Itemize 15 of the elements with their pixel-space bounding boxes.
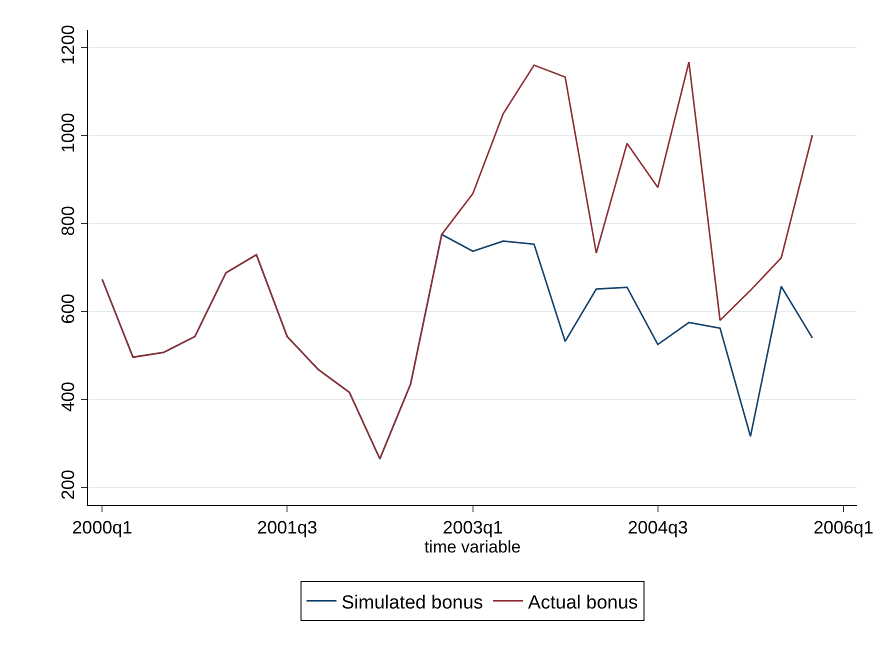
y-tick-label: 1000: [58, 112, 78, 153]
y-tick-label: 200: [58, 470, 78, 500]
line-series: [101, 61, 814, 460]
y-tick-label: 600: [58, 294, 78, 324]
x-tick-label: 2003q1: [442, 518, 503, 538]
legend-label: Simulated bonus: [342, 592, 484, 614]
y-tick-label: 800: [58, 206, 78, 236]
x-tick-label: 2006q1: [813, 518, 874, 538]
x-tick-label: 2001q3: [257, 518, 318, 538]
y-tick-label: 1200: [58, 24, 78, 65]
x-tick-label: 2004q3: [628, 518, 688, 538]
x-axis-title: time variable: [424, 538, 521, 557]
y-tick-label: 400: [58, 382, 78, 412]
legend-label: Actual bonus: [528, 592, 638, 614]
x-tick-label: 2000q1: [72, 518, 132, 538]
